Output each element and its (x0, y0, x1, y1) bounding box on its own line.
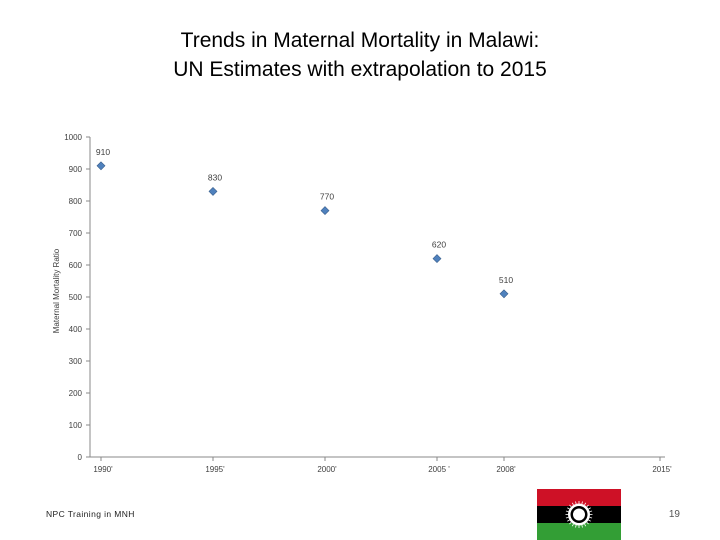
y-tick-label: 800 (69, 197, 83, 206)
footer-text: NPC Training in MNH (46, 509, 135, 519)
data-label: 770 (320, 192, 334, 202)
y-tick-label: 700 (69, 229, 83, 238)
y-tick-label: 400 (69, 325, 83, 334)
data-point (208, 186, 218, 196)
data-point (320, 206, 330, 216)
x-tick-label: 2008' (496, 465, 516, 474)
slide-title-line-2: UN Estimates with extrapolation to 2015 (173, 58, 547, 81)
slide-title: Trends in Maternal Mortality in Malawi: … (60, 26, 660, 84)
x-tick-label: 1990' (93, 465, 113, 474)
data-point (432, 254, 442, 264)
flag-red-stripe (537, 489, 621, 506)
y-tick-label: 200 (69, 389, 83, 398)
y-tick-label: 600 (69, 261, 83, 270)
y-tick-label: 100 (69, 421, 83, 430)
x-tick-label: 2000' (317, 465, 337, 474)
y-tick-label: 300 (69, 357, 83, 366)
sun-emblem-icon (565, 501, 593, 528)
y-tick-label: 900 (69, 165, 83, 174)
malawi-flag-icon (537, 489, 621, 540)
x-tick-label: 2015' (652, 465, 672, 474)
data-label: 910 (96, 147, 110, 157)
y-axis-title: Maternal Mortality Ratio (52, 248, 61, 333)
slide-title-line-1: Trends in Maternal Mortality in Malawi: (180, 29, 540, 52)
data-label: 830 (208, 172, 222, 182)
x-tick-label: 1995' (205, 465, 225, 474)
data-point (499, 289, 509, 299)
x-tick-label: 2005 ' (428, 465, 450, 474)
page-number: 19 (668, 509, 680, 520)
data-label: 510 (499, 275, 513, 285)
y-tick-label: 500 (69, 293, 83, 302)
y-tick-label: 1000 (64, 133, 82, 142)
flag-green-stripe (537, 523, 621, 540)
y-tick-label: 0 (78, 453, 83, 462)
data-label: 620 (432, 240, 446, 250)
data-point (96, 161, 106, 171)
